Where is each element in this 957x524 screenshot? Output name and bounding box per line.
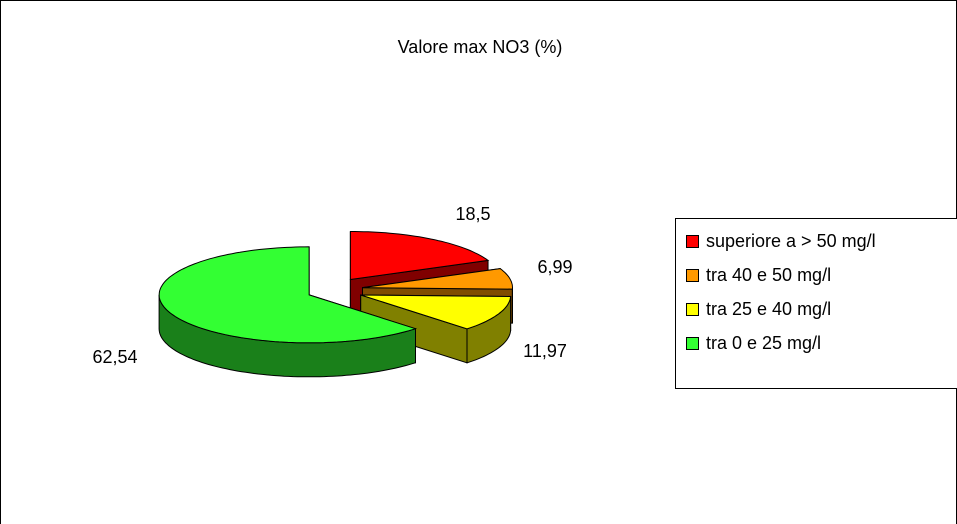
chart-title: Valore max NO3 (%) xyxy=(398,37,563,57)
legend-label: superiore a > 50 mg/l xyxy=(706,231,876,251)
legend-swatch xyxy=(686,235,699,248)
data-label: 11,97 xyxy=(523,341,567,361)
legend-swatch xyxy=(686,337,699,350)
legend-label: tra 25 e 40 mg/l xyxy=(706,299,831,319)
slice xyxy=(158,246,418,344)
legend-label: tra 0 e 25 mg/l xyxy=(706,333,821,353)
slice xyxy=(360,294,512,330)
slice xyxy=(362,268,514,290)
data-label: 6,99 xyxy=(537,257,572,277)
legend-swatch xyxy=(686,303,699,316)
data-label: 62,54 xyxy=(92,347,137,367)
legend-box xyxy=(675,218,957,389)
legend-swatch xyxy=(686,269,699,282)
legend-label: tra 40 e 50 mg/l xyxy=(706,265,831,285)
data-label: 18,5 xyxy=(455,204,490,224)
slice xyxy=(349,231,490,281)
